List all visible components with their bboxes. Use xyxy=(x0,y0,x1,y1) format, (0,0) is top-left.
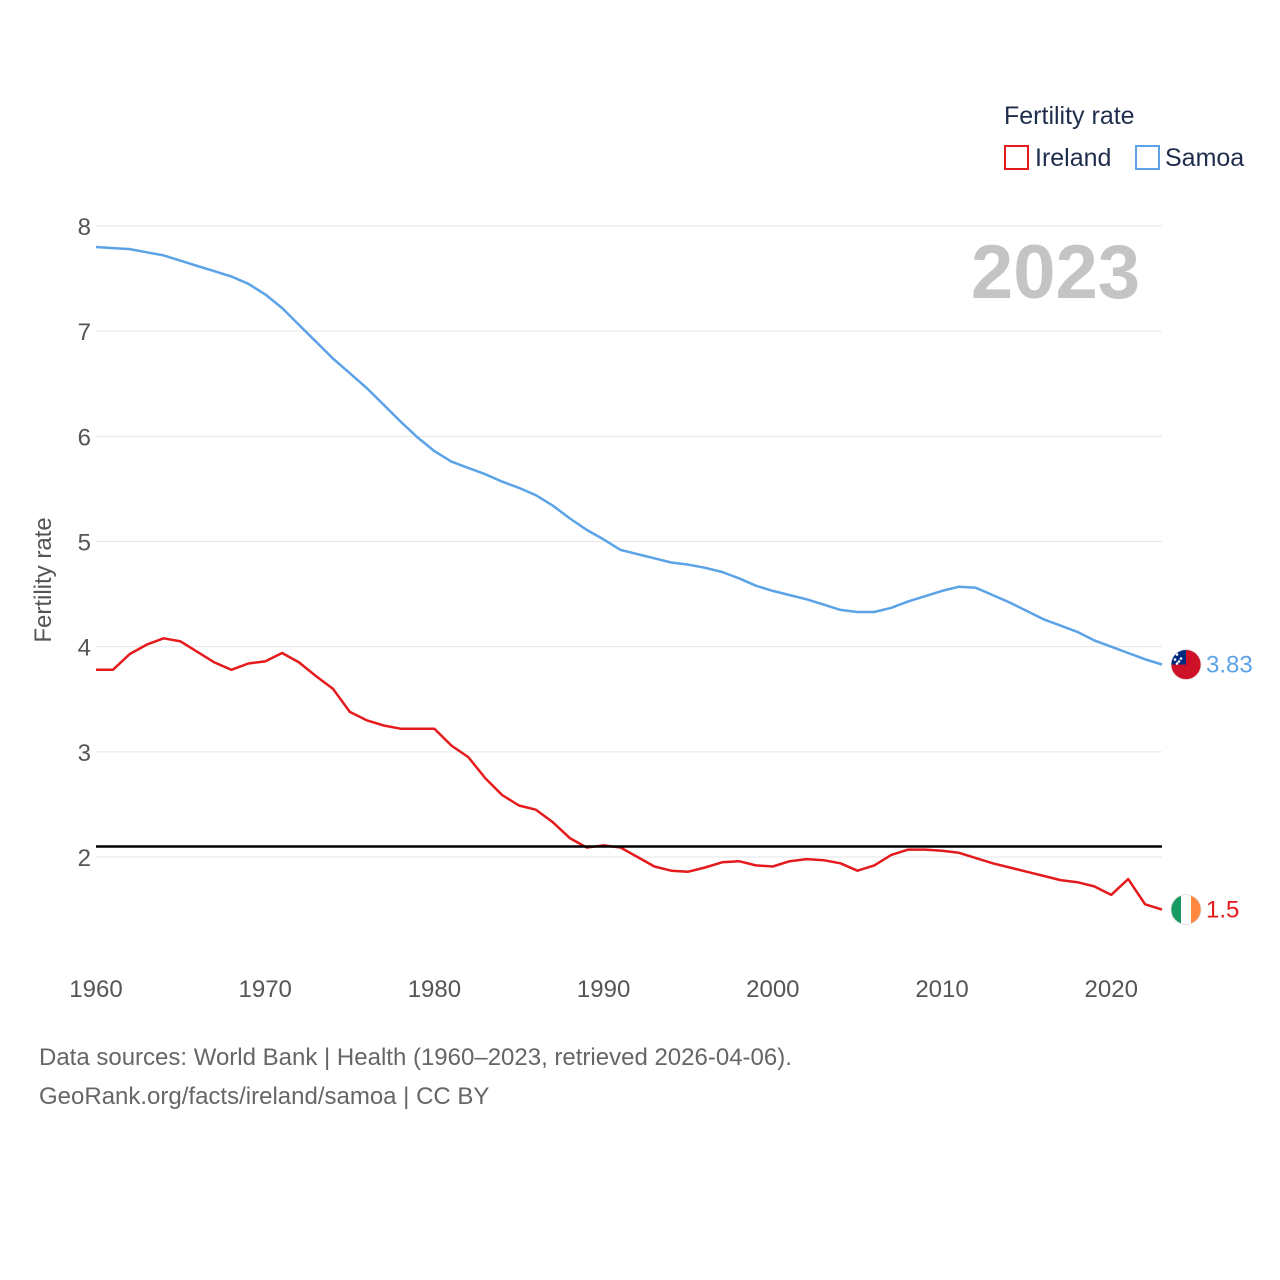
y-tick-8: 8 xyxy=(78,214,91,241)
x-tick-1960: 1960 xyxy=(69,976,122,1003)
y-tick-3: 3 xyxy=(78,740,91,767)
legend-label-samoa: Samoa xyxy=(1165,144,1244,172)
series-line-samoa[interactable] xyxy=(95,245,1163,666)
x-tick-1980: 1980 xyxy=(408,976,461,1003)
footer-sources: Data sources: World Bank | Health (1960–… xyxy=(39,1044,792,1071)
legend-item-ireland[interactable]: Ireland xyxy=(1004,144,1111,172)
x-axis-ticks: 1960 1970 1980 1990 2000 2010 2020 xyxy=(69,976,1138,1003)
y-axis-label: Fertility rate xyxy=(30,517,57,642)
legend-swatch-samoa xyxy=(1135,145,1160,170)
legend-title: Fertility rate xyxy=(1004,102,1135,130)
end-label-ireland: 1.5 xyxy=(1206,897,1239,924)
x-tick-1970: 1970 xyxy=(239,976,292,1003)
footer-attribution: GeoRank.org/facts/ireland/samoa | CC BY xyxy=(39,1083,490,1110)
fertility-chart: 2 3 4 5 6 7 8 1960 1970 1980 1990 2000 2010 2020 202… xyxy=(30,102,1253,1003)
x-tick-1990: 1990 xyxy=(577,976,630,1003)
year-label: 2023 xyxy=(971,230,1140,315)
series-lines xyxy=(95,245,1163,911)
y-tick-7: 7 xyxy=(78,319,91,346)
end-label-samoa: 3.83 xyxy=(1206,652,1253,679)
y-axis-ticks: 2 3 4 5 6 7 8 xyxy=(78,214,91,872)
grid-lines xyxy=(96,225,1162,858)
x-tick-2000: 2000 xyxy=(746,976,799,1003)
legend-item-samoa[interactable]: Samoa xyxy=(1135,144,1244,172)
legend-swatch-ireland xyxy=(1004,145,1029,170)
ireland-flag-icon xyxy=(1171,894,1201,925)
legend: Fertility rate Ireland Samoa xyxy=(1004,102,1244,172)
legend-label-ireland: Ireland xyxy=(1035,144,1111,172)
end-markers: 1.5 3.83 xyxy=(1170,649,1253,925)
series-line-ireland[interactable] xyxy=(96,637,1163,911)
y-tick-5: 5 xyxy=(78,530,91,557)
y-tick-6: 6 xyxy=(78,424,91,451)
y-tick-2: 2 xyxy=(78,845,91,872)
x-tick-2020: 2020 xyxy=(1085,976,1138,1003)
x-tick-2010: 2010 xyxy=(915,976,968,1003)
y-tick-4: 4 xyxy=(78,635,91,662)
